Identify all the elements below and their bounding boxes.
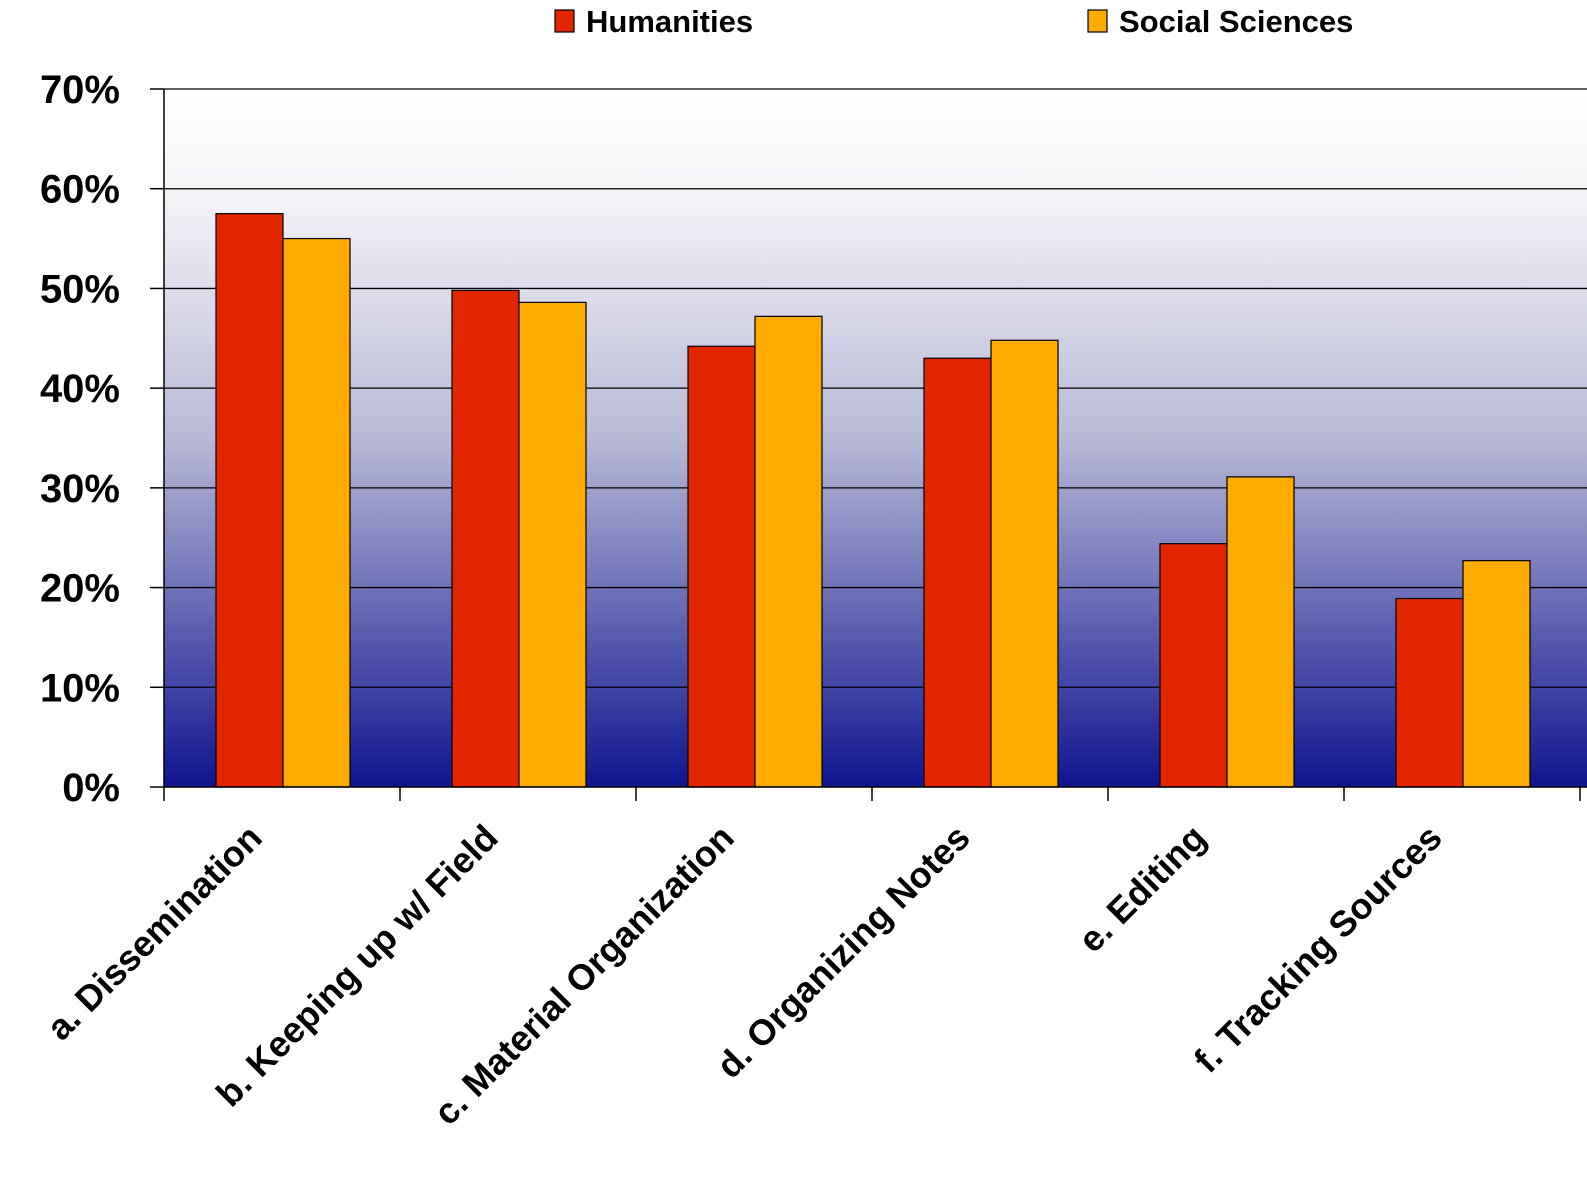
y-tick-label: 20% xyxy=(40,567,120,611)
x-category-label: a. Dissemination xyxy=(38,817,269,1048)
bar-social-sciences xyxy=(754,315,823,788)
x-category-label: f. Tracking Sources xyxy=(1186,817,1450,1081)
bar-social-sciences xyxy=(1226,476,1295,788)
y-tick-label: 10% xyxy=(40,666,120,710)
y-tick-label: 30% xyxy=(40,467,120,511)
legend-label: Humanities xyxy=(586,4,753,39)
bar-social-sciences xyxy=(990,339,1059,788)
bar-social-sciences xyxy=(282,237,351,788)
legend-swatch xyxy=(1087,9,1108,33)
y-axis-ticks: 0% 10% 20% 30% 40% 50% 60% 70% xyxy=(40,68,164,810)
y-tick-label: 50% xyxy=(40,267,120,311)
legend-swatch xyxy=(554,9,575,33)
bar-humanities xyxy=(923,357,992,788)
axes xyxy=(163,89,1587,801)
x-category-label: d. Organizing Notes xyxy=(708,817,977,1086)
bar-humanities xyxy=(1395,597,1464,788)
y-tick-label: 0% xyxy=(62,766,120,810)
y-tick-label: 40% xyxy=(40,367,120,411)
bars xyxy=(215,213,1531,788)
bar-humanities xyxy=(215,213,284,788)
bar-humanities xyxy=(451,289,520,788)
bar-humanities xyxy=(1159,543,1228,788)
bar-humanities xyxy=(687,345,756,788)
bar-social-sciences xyxy=(1462,560,1531,788)
x-category-label: e. Editing xyxy=(1070,817,1214,961)
legend: Humanities Social Sciences xyxy=(554,4,1353,39)
y-tick-label: 60% xyxy=(40,168,120,212)
plot-area xyxy=(164,89,1587,787)
gridlines xyxy=(164,88,1587,688)
bar-social-sciences xyxy=(518,301,587,788)
y-tick-label: 70% xyxy=(40,68,120,112)
legend-label: Social Sciences xyxy=(1119,4,1353,39)
